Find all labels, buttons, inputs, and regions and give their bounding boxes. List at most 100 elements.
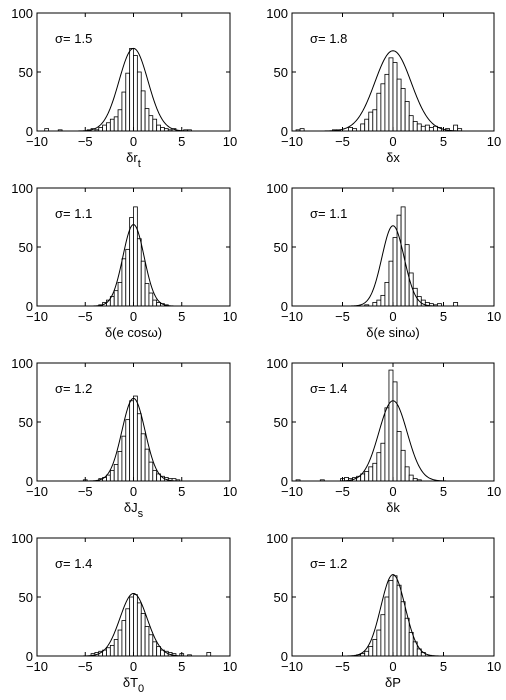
x-axis-label-main: δP [385, 675, 401, 690]
x-tick-label: −10 [26, 309, 48, 324]
histogram-bar [133, 206, 138, 307]
x-tick-label: −10 [26, 484, 48, 499]
histogram-bar [152, 118, 158, 132]
histogram-bar [376, 299, 382, 307]
x-tick-label: 5 [178, 309, 185, 324]
y-tick-label: 100 [266, 531, 288, 546]
histogram-bar [129, 596, 134, 657]
y-tick-label: 50 [274, 415, 288, 430]
histogram-bar [416, 123, 422, 132]
x-tick-label: 0 [389, 659, 396, 674]
histogram-bar [380, 294, 386, 307]
histogram-bar [388, 260, 394, 307]
histogram-bar [133, 594, 138, 657]
histogram-bar [408, 632, 414, 657]
x-tick-label: 10 [223, 309, 237, 324]
x-axis-label-main: δk [386, 500, 400, 515]
y-tick-label: 50 [274, 240, 288, 255]
y-tick-label: 100 [11, 6, 33, 21]
y-tick-label: 100 [266, 181, 288, 196]
histogram-bar [376, 629, 382, 657]
x-axis-label: δrt [126, 150, 141, 170]
x-tick-label: 10 [487, 659, 501, 674]
histogram-bar [144, 283, 150, 307]
histogram-bar [400, 206, 406, 307]
histogram-bar [364, 118, 370, 132]
histogram-bar [453, 124, 459, 132]
y-tick-label: 0 [281, 124, 288, 139]
x-axis-label-subscript: 0 [138, 683, 144, 695]
gaussian-fit-curve [81, 397, 186, 482]
x-tick-label: −5 [335, 134, 350, 149]
histogram-bar [412, 121, 418, 132]
x-axis-label: δJs [124, 500, 144, 520]
x-tick-label: 5 [440, 134, 447, 149]
x-axis-label-main: δT [123, 675, 138, 690]
histogram-bar [404, 101, 410, 132]
x-tick-label: 0 [130, 309, 137, 324]
histogram-bar [392, 237, 398, 307]
histogram-bar [140, 433, 146, 482]
histogram-bar [148, 115, 154, 132]
histogram-bar [129, 48, 134, 132]
histogram-bar [113, 639, 119, 657]
histogram-bar [129, 400, 134, 482]
x-tick-label: 10 [487, 134, 501, 149]
x-axis-label-main: δ(e cosω) [105, 325, 162, 340]
histogram-bar [160, 127, 165, 132]
x-axis-label-main: δ(e sinω) [366, 325, 420, 340]
histogram-bar [156, 124, 161, 132]
histogram-bar [388, 580, 394, 657]
histogram-bar [121, 435, 127, 482]
histogram-bar [106, 122, 111, 132]
histogram-bar [404, 617, 410, 657]
y-tick-label: 100 [266, 356, 288, 371]
histogram-bar [388, 369, 394, 482]
histogram-bar [368, 111, 374, 132]
x-tick-label: 0 [389, 484, 396, 499]
histogram-bar [113, 290, 119, 307]
histogram-bar [360, 123, 366, 132]
histogram-bar [420, 125, 426, 132]
histogram-bar [156, 646, 161, 657]
y-tick-label: 50 [19, 65, 33, 80]
x-tick-label: −5 [78, 134, 93, 149]
sigma-annotation: σ= 1.5 [55, 31, 92, 46]
x-tick-label: −5 [78, 484, 93, 499]
sigma-annotation: σ= 1.4 [55, 556, 92, 571]
gaussian-fit-curve [72, 592, 195, 657]
x-axis-label: δT0 [123, 675, 144, 695]
histogram-bar [376, 92, 382, 132]
y-tick-label: 0 [26, 474, 33, 489]
histogram-bar [206, 652, 212, 657]
histogram-bar [384, 73, 390, 132]
histogram-bar [125, 72, 131, 132]
histogram-bar [113, 464, 119, 482]
histogram-bar [392, 62, 398, 132]
histogram-bar [348, 127, 353, 132]
x-tick-label: 5 [440, 309, 447, 324]
histogram-bar [368, 466, 374, 482]
histogram-bar [388, 57, 394, 132]
histogram-bar [98, 127, 104, 132]
histogram-bar [125, 248, 131, 307]
histogram-bar [364, 471, 370, 482]
histogram-bar [121, 91, 127, 132]
histogram-bar [136, 71, 142, 132]
x-tick-label: 10 [223, 134, 237, 149]
histogram-bar [133, 395, 138, 482]
histogram-bar [136, 413, 142, 482]
sigma-annotation: σ= 1.1 [310, 206, 347, 221]
x-axis-label: δP [385, 675, 401, 690]
histogram-bar [102, 124, 107, 132]
gaussian-fit-curve [338, 574, 448, 657]
histogram-bar [109, 118, 115, 132]
y-tick-label: 100 [11, 531, 33, 546]
x-tick-label: 5 [440, 659, 447, 674]
histogram-bar [376, 452, 382, 482]
x-tick-label: 0 [389, 309, 396, 324]
x-tick-label: 0 [130, 484, 137, 499]
